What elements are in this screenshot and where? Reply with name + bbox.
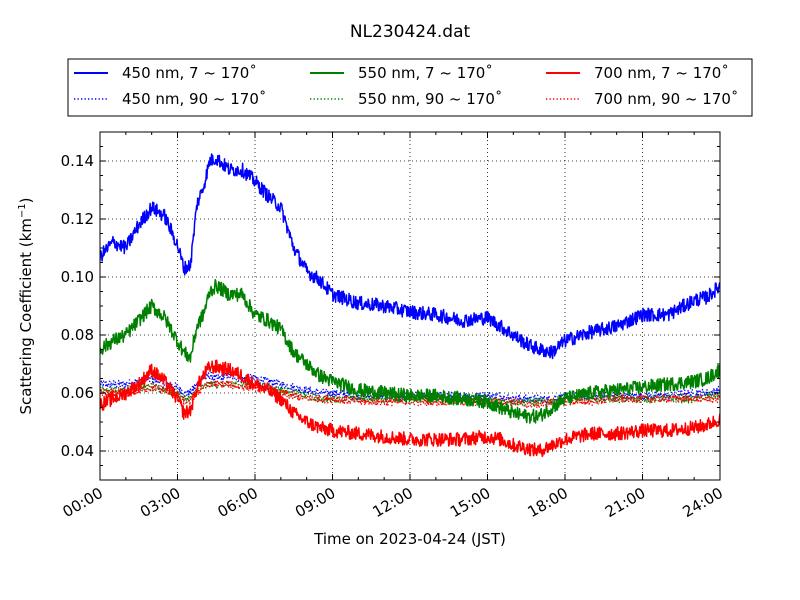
legend-label: 550 nm, 7 ~ 170˚: [358, 64, 493, 82]
series-line-5: [100, 379, 720, 410]
plot-frame: [99, 131, 721, 481]
chart-title: NL230424.dat: [350, 22, 471, 42]
y-tick-label: 0.04: [61, 442, 94, 460]
y-tick-label: 0.10: [61, 268, 94, 286]
plot-area: [99, 131, 721, 481]
y-axis-label-close: ): [17, 197, 35, 203]
legend-label: 700 nm, 90 ~ 170˚: [594, 90, 738, 108]
series-lines: [100, 153, 720, 458]
legend: 450 nm, 7 ~ 170˚ 450 nm, 90 ~ 170˚ 550 nm,…: [67, 58, 753, 117]
legend-label: 450 nm, 90 ~ 170˚: [122, 90, 266, 108]
x-axis-label: Time on 2023-04-24 (JST): [313, 530, 506, 548]
y-axis-tick-labels: 0.04 0.06 0.08 0.10 0.12 0.14: [61, 152, 94, 460]
series-line-2: [100, 278, 720, 424]
y-axis-label-superscript: −1: [17, 203, 28, 218]
y-tick-label: 0.14: [61, 152, 94, 170]
y-tick-label: 0.08: [61, 326, 94, 344]
legend-label: 550 nm, 90 ~ 170˚: [358, 90, 502, 108]
y-axis-label: Scattering Coefficient (km−1): [17, 197, 35, 414]
legend-frame: [67, 58, 753, 117]
series-line-4: [100, 359, 720, 458]
legend-label: 700 nm, 7 ~ 170˚: [594, 64, 729, 82]
y-axis-label-main: Scattering Coefficient (km: [17, 218, 35, 414]
legend-label: 450 nm, 7 ~ 170˚: [122, 64, 257, 82]
y-tick-label: 0.12: [61, 210, 94, 228]
y-tick-label: 0.06: [61, 384, 94, 402]
series-line-0: [100, 153, 720, 360]
